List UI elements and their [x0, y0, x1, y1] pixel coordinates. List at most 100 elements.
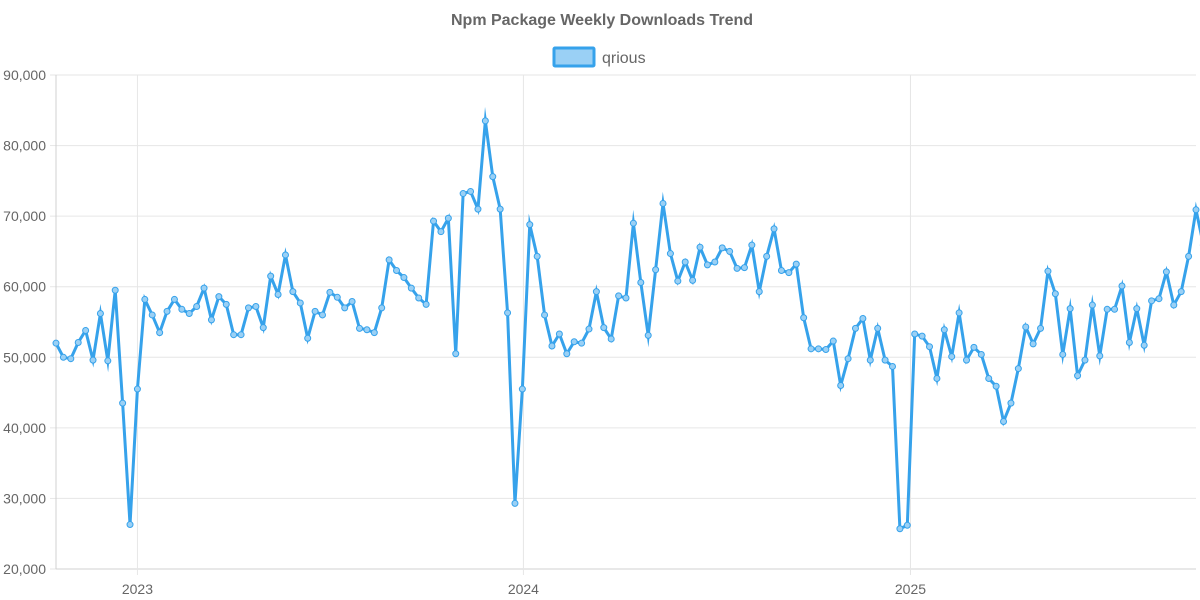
data-point[interactable] — [578, 339, 586, 347]
data-point[interactable] — [1037, 324, 1045, 332]
data-point[interactable] — [170, 295, 178, 303]
data-point[interactable] — [1185, 252, 1193, 260]
data-point[interactable] — [918, 332, 926, 340]
data-point[interactable] — [385, 256, 393, 264]
data-point[interactable] — [318, 311, 326, 319]
data-point[interactable] — [1014, 365, 1022, 373]
data-point[interactable] — [207, 316, 215, 324]
data-point[interactable] — [156, 329, 164, 337]
data-point[interactable] — [1140, 341, 1148, 349]
data-point[interactable] — [222, 300, 230, 308]
data-point[interactable] — [555, 330, 563, 338]
data-point[interactable] — [948, 353, 956, 361]
data-point[interactable] — [963, 356, 971, 364]
data-point[interactable] — [178, 305, 186, 313]
data-point[interactable] — [541, 311, 549, 319]
data-point[interactable] — [96, 310, 104, 318]
data-point[interactable] — [740, 264, 748, 272]
data-point[interactable] — [926, 343, 934, 351]
data-point[interactable] — [333, 293, 341, 301]
data-point[interactable] — [1177, 288, 1185, 296]
data-point[interactable] — [304, 334, 312, 342]
data-point[interactable] — [1096, 352, 1104, 360]
data-point[interactable] — [1059, 350, 1067, 358]
data-point[interactable] — [689, 276, 697, 284]
data-point[interactable] — [1007, 399, 1015, 407]
data-point[interactable] — [1051, 290, 1059, 298]
data-point[interactable] — [644, 331, 652, 339]
data-point[interactable] — [185, 310, 193, 318]
data-point[interactable] — [607, 335, 615, 343]
data-point[interactable] — [274, 290, 282, 298]
data-point[interactable] — [200, 284, 208, 292]
data-point[interactable] — [874, 324, 882, 332]
data-point[interactable] — [1162, 268, 1170, 276]
data-point[interactable] — [59, 353, 67, 361]
data-point[interactable] — [415, 294, 423, 302]
data-point[interactable] — [807, 345, 815, 353]
data-point[interactable] — [703, 261, 711, 269]
legend-label[interactable]: qrious — [602, 50, 646, 67]
data-point[interactable] — [911, 330, 919, 338]
data-point[interactable] — [444, 214, 452, 222]
data-point[interactable] — [133, 385, 141, 393]
data-point[interactable] — [1044, 267, 1052, 275]
data-point[interactable] — [992, 382, 1000, 390]
data-point[interactable] — [289, 288, 297, 296]
data-point[interactable] — [296, 299, 304, 307]
data-point[interactable] — [822, 346, 830, 354]
data-point[interactable] — [777, 266, 785, 274]
data-point[interactable] — [1088, 301, 1096, 309]
data-point[interactable] — [407, 284, 415, 292]
data-point[interactable] — [356, 324, 364, 332]
data-point[interactable] — [622, 294, 630, 302]
data-point[interactable] — [563, 350, 571, 358]
data-point[interactable] — [629, 219, 637, 227]
data-point[interactable] — [119, 399, 127, 407]
data-point[interactable] — [859, 314, 867, 322]
data-point[interactable] — [111, 286, 119, 294]
data-point[interactable] — [89, 356, 97, 364]
data-point[interactable] — [267, 272, 275, 280]
data-point[interactable] — [770, 225, 778, 233]
data-point[interactable] — [696, 243, 704, 251]
data-point[interactable] — [489, 173, 497, 181]
data-point[interactable] — [437, 228, 445, 236]
data-point[interactable] — [326, 288, 334, 296]
data-point[interactable] — [1022, 323, 1030, 331]
data-point[interactable] — [141, 295, 149, 303]
data-point[interactable] — [452, 350, 460, 358]
data-point[interactable] — [837, 382, 845, 390]
data-point[interactable] — [1029, 340, 1037, 348]
data-point[interactable] — [363, 326, 371, 334]
data-point[interactable] — [726, 247, 734, 255]
data-point[interactable] — [748, 241, 756, 249]
data-point[interactable] — [104, 357, 112, 365]
data-point[interactable] — [237, 331, 245, 339]
data-point[interactable] — [533, 252, 541, 260]
data-point[interactable] — [585, 325, 593, 333]
data-point[interactable] — [1125, 338, 1133, 346]
data-point[interactable] — [652, 266, 660, 274]
data-point[interactable] — [126, 521, 134, 529]
data-point[interactable] — [1081, 356, 1089, 364]
data-point[interactable] — [230, 331, 238, 339]
data-point[interactable] — [74, 338, 82, 346]
data-point[interactable] — [888, 362, 896, 370]
data-point[interactable] — [970, 343, 978, 351]
data-point[interactable] — [400, 274, 408, 282]
data-point[interactable] — [1118, 282, 1126, 290]
data-point[interactable] — [570, 338, 578, 346]
data-point[interactable] — [481, 117, 489, 125]
data-point[interactable] — [311, 307, 319, 315]
legend-swatch[interactable] — [552, 46, 596, 68]
data-point[interactable] — [681, 258, 689, 266]
data-point[interactable] — [674, 277, 682, 285]
data-point[interactable] — [600, 324, 608, 332]
data-point[interactable] — [866, 356, 874, 364]
data-point[interactable] — [281, 251, 289, 259]
data-point[interactable] — [1155, 295, 1163, 303]
data-point[interactable] — [755, 288, 763, 296]
data-point[interactable] — [814, 345, 822, 353]
data-point[interactable] — [1103, 305, 1111, 313]
